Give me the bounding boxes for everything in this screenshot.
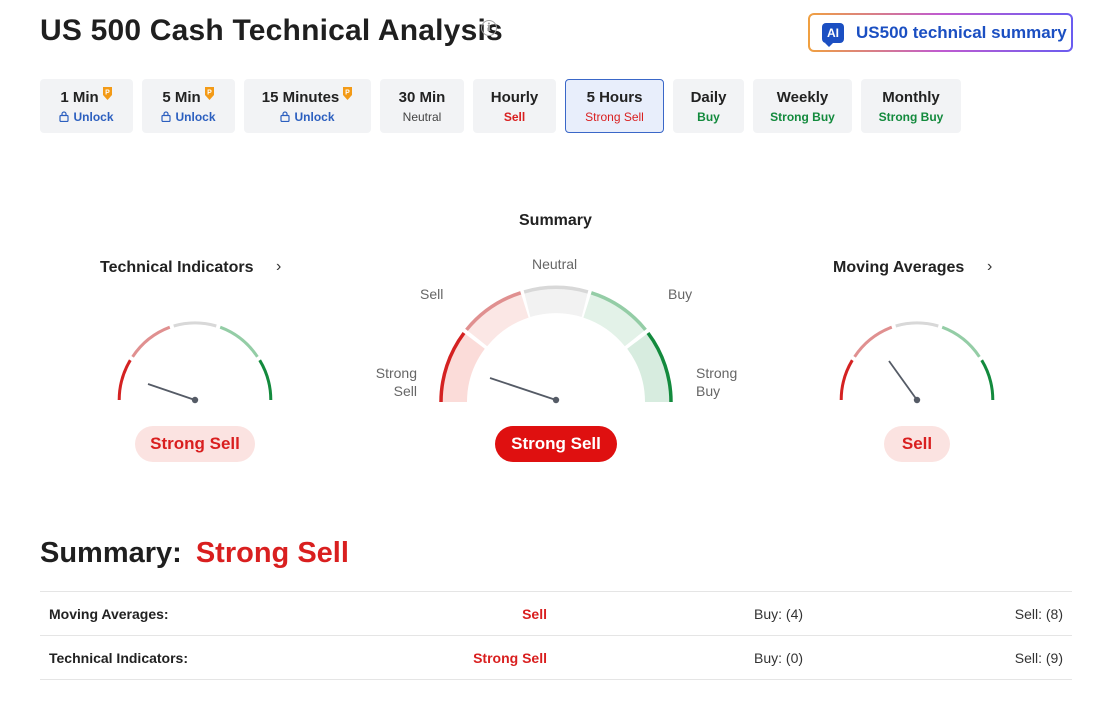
svg-text:P: P: [207, 89, 212, 96]
pro-icon: P: [102, 86, 112, 100]
tab-label: 15 Minutes: [261, 88, 340, 106]
pro-icon: P: [343, 86, 353, 100]
page-title: US 500 Cash Technical Analysis: [40, 14, 503, 47]
row-status: Strong Sell: [473, 650, 547, 666]
info-icon[interactable]: i: [481, 20, 497, 36]
tab-label: Weekly: [776, 88, 829, 106]
chevron-right-icon[interactable]: ›: [276, 258, 282, 275]
gauge-label-sell: Sell: [420, 286, 444, 302]
tab-status: Neutral: [402, 109, 442, 124]
row-sell-count: Sell: (8): [1014, 606, 1063, 622]
tab-label: 5 Hours: [586, 88, 643, 106]
tab-1-min[interactable]: 1 Min P Unlock: [40, 79, 133, 133]
lock-icon: [59, 111, 70, 122]
tab-weekly[interactable]: Weekly Strong Buy: [753, 79, 852, 133]
gauge-label-neutral: Neutral: [532, 256, 578, 272]
ai-technical-summary-button[interactable]: AI US500 technical summary: [808, 13, 1073, 52]
tab-status: Unlock: [73, 109, 114, 124]
tab-status: Strong Buy: [878, 109, 944, 124]
table-row: Moving Averages: Sell Buy: (4) Sell: (8): [40, 592, 1072, 636]
summary-signal: Strong Sell: [495, 426, 617, 462]
row-buy-count: Buy: (0): [754, 650, 804, 666]
svg-text:P: P: [345, 89, 350, 96]
lock-icon: [280, 111, 291, 122]
row-label: Technical Indicators:: [49, 650, 188, 666]
tab-30-min[interactable]: 30 Min Neutral: [380, 79, 464, 133]
tab-status: Strong Buy: [770, 109, 835, 124]
moving-averages-signal: Sell: [884, 426, 950, 462]
tab-label: Monthly: [882, 88, 940, 106]
tab-label: 5 Min: [162, 88, 201, 106]
row-sell-count: Sell: (9): [1014, 650, 1063, 666]
summary-heading: Summary: Strong Sell: [40, 537, 349, 570]
technical-indicators-signal: Strong Sell: [135, 426, 255, 462]
summary-table: Moving Averages: Sell Buy: (4) Sell: (8)…: [40, 591, 1072, 680]
tab-status: Strong Sell: [585, 109, 644, 124]
tab-monthly[interactable]: Monthly Strong Buy: [861, 79, 961, 133]
gauge-label-strong-buy: Strong Buy: [696, 365, 738, 399]
tab-label: 1 Min: [60, 88, 99, 106]
table-row: Technical Indicators: Strong Sell Buy: (…: [40, 636, 1072, 680]
gauge-label-strong-sell: Strong Sell: [375, 365, 417, 399]
tab-hourly[interactable]: Hourly Sell: [473, 79, 556, 133]
row-buy-count: Buy: (4): [754, 606, 804, 622]
tab-status: Sell: [503, 109, 526, 124]
summary-value: Strong Sell: [195, 537, 349, 569]
chevron-right-icon[interactable]: ›: [987, 258, 993, 275]
tab-label: 30 Min: [398, 88, 446, 106]
tab-daily[interactable]: Daily Buy: [673, 79, 744, 133]
tab-15-minutes[interactable]: 15 Minutes P Unlock: [244, 79, 371, 133]
moving-averages-gauge: [839, 321, 995, 404]
row-label: Moving Averages:: [49, 606, 169, 622]
summary-label: Summary:: [40, 537, 182, 569]
tab-status: Unlock: [175, 109, 216, 124]
tab-5-hours[interactable]: 5 Hours Strong Sell: [565, 79, 664, 133]
tab-label: Hourly: [490, 88, 539, 106]
pro-icon: P: [204, 86, 214, 100]
summary-gauge-title: Summary: [519, 212, 592, 229]
tab-status: Buy: [697, 109, 720, 124]
moving-averages-title[interactable]: Moving Averages: [833, 259, 965, 276]
ai-summary-label: US500 technical summary: [856, 22, 1067, 42]
gauge-label-buy: Buy: [668, 286, 693, 302]
row-status: Sell: [522, 606, 547, 622]
summary-gauge: [439, 285, 673, 404]
svg-text:P: P: [105, 89, 110, 96]
ai-badge-icon: AI: [822, 22, 844, 47]
tab-status: Unlock: [294, 109, 335, 124]
tab-label: Daily: [690, 88, 727, 106]
lock-icon: [161, 111, 172, 122]
timeframe-tabs: 1 Min P Unlock 5 Min P Unlock 15 Minutes P …: [40, 79, 961, 133]
technical-indicators-gauge: [117, 321, 273, 404]
tab-5-min[interactable]: 5 Min P Unlock: [142, 79, 235, 133]
technical-indicators-title[interactable]: Technical Indicators: [100, 259, 254, 276]
